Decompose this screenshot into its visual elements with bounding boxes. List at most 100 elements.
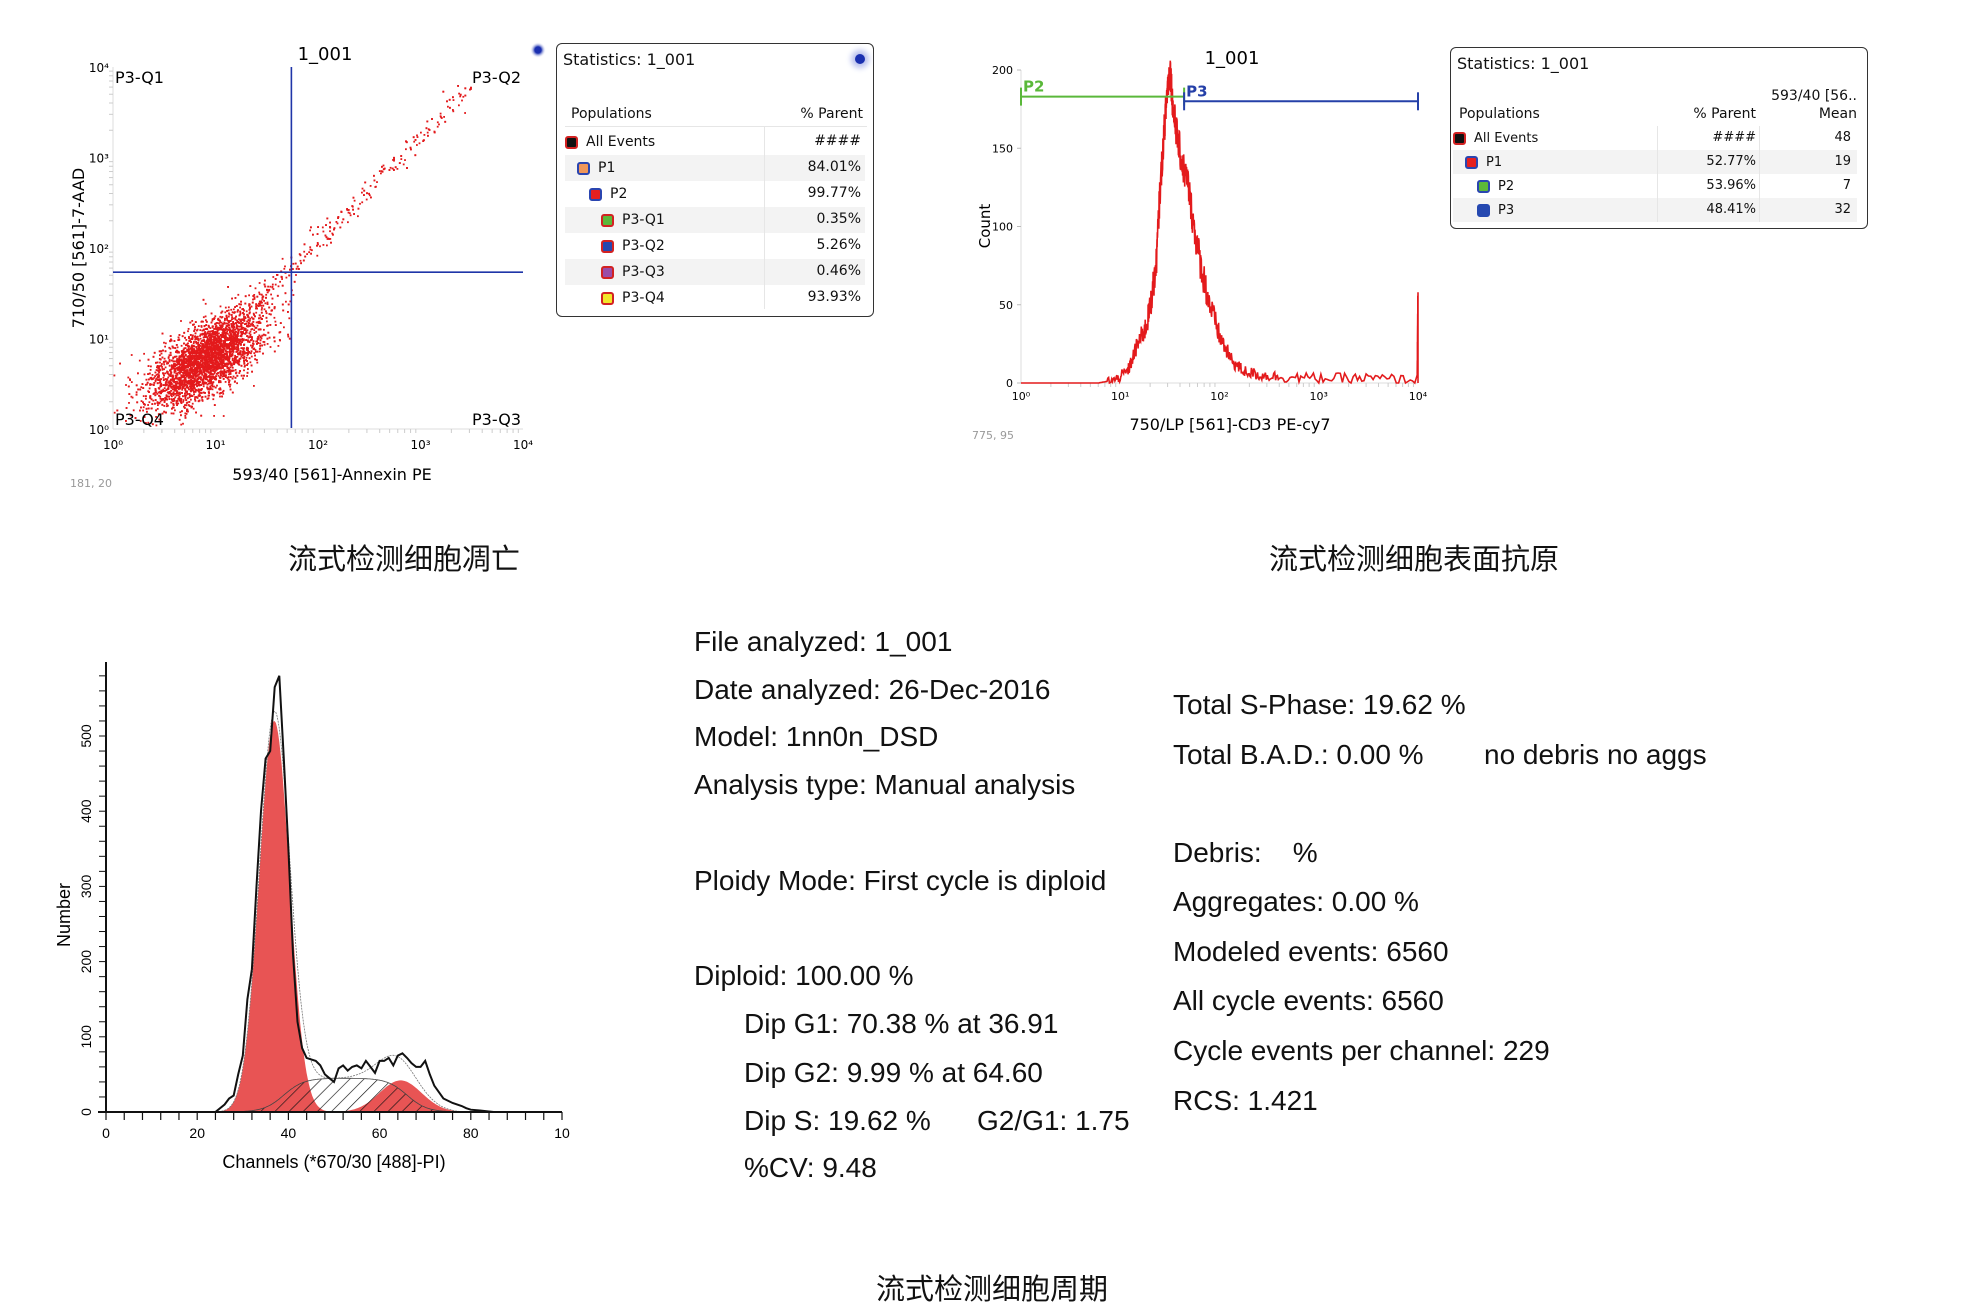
scatter-point — [235, 359, 238, 362]
scatter-point — [182, 353, 185, 356]
scatter-point — [149, 395, 152, 397]
scatter-point — [211, 318, 214, 321]
scatter-point — [246, 320, 248, 323]
scatter-point — [193, 377, 196, 380]
scatter-point — [224, 371, 226, 374]
scatter-point — [219, 341, 222, 344]
scatter-point — [214, 346, 217, 349]
scatter-point — [225, 317, 228, 320]
scatter-point — [178, 357, 180, 360]
scatter-point — [285, 276, 288, 279]
scatter-point — [428, 129, 431, 131]
scatter-point — [188, 393, 191, 395]
scatter-point — [235, 361, 238, 364]
scatter-point — [195, 379, 197, 382]
scatter-point — [171, 345, 174, 348]
scatter-point — [202, 368, 204, 371]
scatter-point — [239, 357, 242, 360]
scatter-point — [259, 302, 262, 304]
scatter-point — [191, 389, 194, 391]
scatter-point — [223, 354, 226, 357]
scatter-point — [179, 382, 181, 385]
scatter-point — [189, 356, 192, 359]
scatter-point — [148, 391, 150, 393]
scatter-point — [203, 376, 206, 379]
scatter-point — [220, 392, 222, 394]
scatter-point — [249, 306, 251, 309]
scatter-point — [224, 363, 226, 365]
scatter-point — [202, 385, 205, 388]
scatter-point — [267, 285, 269, 288]
scatter-point — [274, 320, 277, 323]
scatter-point — [251, 328, 254, 330]
scatter-point — [295, 267, 298, 270]
scatter-point — [178, 351, 180, 354]
scatter-point — [176, 404, 178, 406]
scatter-point — [171, 407, 173, 410]
scatter-point — [190, 348, 193, 351]
scatter-point — [210, 330, 213, 333]
scatter-point — [251, 324, 254, 327]
scatter-point — [373, 179, 376, 182]
scatter-point — [202, 391, 205, 394]
scatter-point — [231, 316, 233, 318]
scatter-point — [250, 350, 253, 353]
scatter-point — [262, 341, 265, 343]
scatter-point — [204, 302, 207, 305]
scatter-point — [186, 371, 189, 374]
scatter-point — [219, 363, 222, 366]
scatter-point — [259, 316, 262, 319]
scatter-point — [201, 373, 204, 376]
scatter-point — [179, 387, 181, 390]
scatter-point — [197, 378, 200, 380]
scatter-point — [200, 378, 202, 381]
scatter-point — [238, 360, 241, 363]
scatter-point — [227, 315, 230, 318]
scatter-point — [193, 340, 195, 343]
scatter-point — [196, 335, 199, 338]
scatter-point — [324, 234, 327, 237]
scatter-point — [260, 308, 263, 311]
scatter-point — [215, 337, 218, 340]
scatter-point — [246, 335, 248, 337]
scatter-point — [183, 347, 186, 350]
scatter-point — [151, 374, 154, 376]
scatter-point — [234, 356, 236, 359]
scatter-point — [186, 393, 189, 395]
scatter-point — [182, 357, 185, 359]
scatter-point — [194, 321, 197, 323]
scatter-point — [259, 342, 262, 345]
scatter-point — [209, 382, 212, 385]
scatter-point — [243, 318, 246, 321]
scatter-point — [184, 392, 186, 395]
scatter-point — [199, 361, 202, 364]
scatter-point — [175, 382, 177, 385]
scatter-point — [175, 351, 177, 353]
scatter-point — [235, 315, 237, 318]
scatter-point — [172, 412, 175, 415]
scatter-point — [207, 380, 210, 382]
scatter-point — [184, 396, 187, 398]
scatter-point — [176, 380, 178, 383]
scatter-point — [273, 307, 276, 310]
scatter-point — [337, 216, 340, 218]
scatter-point — [193, 370, 195, 373]
scatter-point — [249, 361, 252, 364]
scatter-point — [319, 245, 321, 248]
scatter-point — [152, 384, 155, 386]
scatter-point — [469, 88, 471, 91]
scatter-point — [209, 327, 212, 329]
scatter-point — [233, 346, 235, 349]
scatter-point — [248, 351, 250, 354]
scatter-point — [168, 360, 171, 363]
scatter-point — [231, 347, 234, 349]
scatter-point — [240, 353, 242, 356]
scatter-point — [207, 375, 210, 378]
scatter-point — [175, 367, 178, 370]
scatter-point — [233, 334, 236, 336]
scatter-point — [243, 319, 246, 322]
scatter-point — [230, 345, 233, 348]
scatter-point — [184, 377, 187, 380]
scatter-point — [194, 398, 196, 401]
scatter-point — [236, 327, 238, 330]
